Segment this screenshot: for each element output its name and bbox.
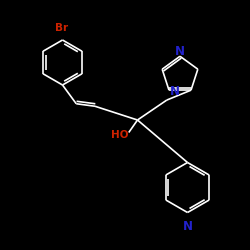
Text: N: N xyxy=(175,45,185,58)
Text: HO: HO xyxy=(110,130,128,140)
Text: Br: Br xyxy=(55,23,68,33)
Text: N: N xyxy=(170,85,179,98)
Text: N: N xyxy=(182,220,192,232)
